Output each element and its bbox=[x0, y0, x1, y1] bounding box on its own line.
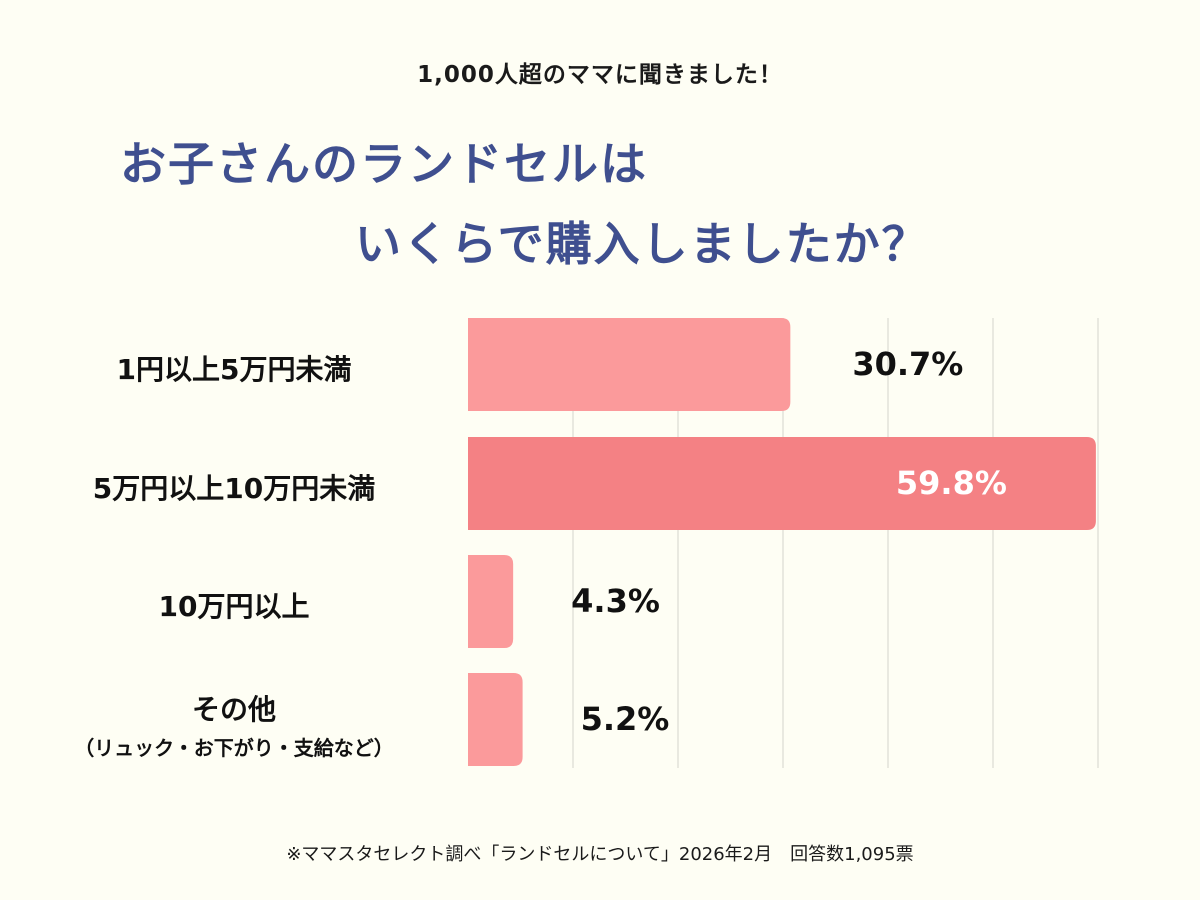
source-footnote: ※ママスタセレクト調べ「ランドセルについて」2026年2月 回答数1,095票 bbox=[286, 844, 914, 865]
bar bbox=[468, 318, 791, 411]
value-label: 5.2% bbox=[580, 699, 670, 738]
category-label: 10万円以上 bbox=[0, 585, 468, 625]
category-label: 5万円以上10万円未満 bbox=[0, 467, 468, 507]
chart-title-line-2: いくらで購入しましたか？ bbox=[355, 217, 930, 271]
bar bbox=[468, 555, 514, 648]
category-label-main: 5万円以上10万円未満 bbox=[92, 471, 376, 505]
bar bbox=[468, 673, 523, 766]
chart-subtitle: 1,000人超のママに聞きました！ bbox=[417, 62, 783, 88]
value-label: 30.7% bbox=[852, 344, 964, 383]
category-label-main: 1円以上5万円未満 bbox=[116, 352, 352, 386]
value-label: 59.8% bbox=[895, 463, 1007, 502]
category-label-sub: （リュック・お下がり・支給など） bbox=[74, 735, 394, 760]
category-label-main: 10万円以上 bbox=[158, 589, 310, 623]
value-label: 4.3% bbox=[571, 581, 660, 620]
bar bbox=[468, 437, 1096, 530]
chart-title-line-1: お子さんのランドセルは bbox=[120, 137, 648, 191]
category-label: その他 （リュック・お下がり・支給など） bbox=[0, 688, 468, 761]
category-label: 1円以上5万円未満 bbox=[0, 348, 468, 388]
category-label-main: その他 bbox=[191, 692, 276, 726]
